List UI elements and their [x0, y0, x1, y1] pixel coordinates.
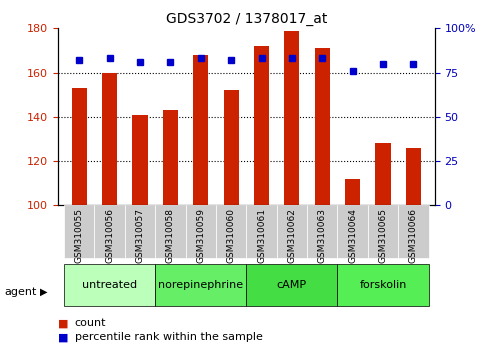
Bar: [307, 205, 338, 258]
Bar: [155, 264, 246, 306]
Bar: [246, 264, 338, 306]
Bar: [64, 205, 94, 258]
Bar: [368, 205, 398, 258]
Text: GSM310057: GSM310057: [136, 208, 144, 263]
Text: GSM310059: GSM310059: [196, 208, 205, 263]
Text: untreated: untreated: [82, 280, 137, 290]
Text: percentile rank within the sample: percentile rank within the sample: [75, 332, 263, 342]
Bar: [193, 55, 208, 205]
Bar: [94, 205, 125, 258]
Bar: [125, 205, 155, 258]
Text: GSM310063: GSM310063: [318, 208, 327, 263]
Bar: [277, 205, 307, 258]
Text: GSM310060: GSM310060: [227, 208, 236, 263]
Bar: [224, 90, 239, 205]
Text: cAMP: cAMP: [277, 280, 307, 290]
Bar: [71, 88, 87, 205]
Text: ■: ■: [58, 332, 69, 342]
Text: GSM310058: GSM310058: [166, 208, 175, 263]
Text: GSM310055: GSM310055: [75, 208, 84, 263]
Text: agent: agent: [5, 287, 37, 297]
Bar: [64, 264, 155, 306]
Bar: [185, 205, 216, 258]
Text: GSM310064: GSM310064: [348, 208, 357, 263]
Bar: [338, 264, 428, 306]
Bar: [155, 205, 185, 258]
Text: GSM310061: GSM310061: [257, 208, 266, 263]
Bar: [398, 205, 428, 258]
Text: GSM310056: GSM310056: [105, 208, 114, 263]
Bar: [254, 46, 269, 205]
Bar: [246, 205, 277, 258]
Bar: [315, 48, 330, 205]
Title: GDS3702 / 1378017_at: GDS3702 / 1378017_at: [166, 12, 327, 26]
Text: forskolin: forskolin: [359, 280, 407, 290]
Text: GSM310066: GSM310066: [409, 208, 418, 263]
Bar: [338, 205, 368, 258]
Text: GSM310062: GSM310062: [287, 208, 297, 263]
Text: norepinephrine: norepinephrine: [158, 280, 243, 290]
Text: ■: ■: [58, 318, 69, 328]
Bar: [375, 143, 391, 205]
Bar: [102, 73, 117, 205]
Bar: [406, 148, 421, 205]
Bar: [345, 179, 360, 205]
Bar: [216, 205, 246, 258]
Text: count: count: [75, 318, 106, 328]
Text: ▶: ▶: [40, 287, 47, 297]
Bar: [284, 30, 299, 205]
Text: GSM310065: GSM310065: [379, 208, 387, 263]
Bar: [163, 110, 178, 205]
Bar: [132, 115, 148, 205]
